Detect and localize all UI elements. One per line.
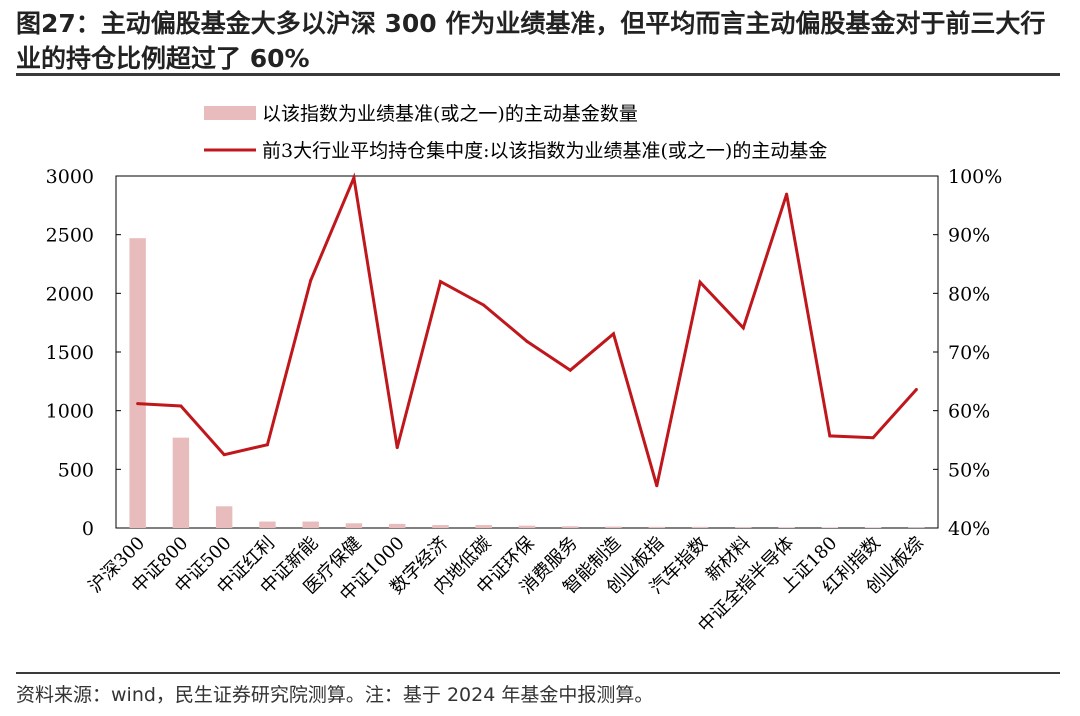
line-point (309, 278, 313, 282)
right-axis-tick-label: 60% (948, 401, 990, 423)
legend-bar-swatch (204, 106, 256, 120)
legend-bar-label: 以该指数为业绩基准(或之一)的主动基金数量 (262, 103, 638, 125)
legend-line-label: 前3大行业平均持仓集中度:以该指数为业绩基准(或之一)的主动基金 (262, 140, 827, 162)
bar (345, 523, 363, 528)
bar (518, 525, 536, 528)
line-point (525, 339, 529, 343)
right-axis-tick-label: 40% (948, 518, 990, 540)
line-point (265, 443, 269, 447)
chart-title: 图27：主动偏股基金大多以沪深 300 作为业绩基准，但平均而言主动偏股基金对于… (16, 9, 1046, 73)
line-point (136, 402, 140, 406)
right-axis-tick-label: 50% (948, 459, 990, 481)
right-axis-tick-label: 80% (948, 283, 990, 305)
bar (215, 506, 233, 528)
line-point (828, 434, 832, 438)
bar (605, 526, 622, 528)
line-point (222, 453, 226, 457)
source-divider (16, 672, 1060, 674)
bar (172, 437, 190, 528)
bar (735, 527, 752, 528)
bar (129, 238, 146, 529)
bar (259, 521, 276, 528)
left-axis-tick-label: 500 (58, 459, 94, 481)
bar (648, 526, 666, 528)
line-point (352, 176, 356, 180)
line-point (395, 446, 399, 450)
bar (432, 525, 449, 528)
title-divider (16, 73, 1060, 76)
line-series (137, 172, 918, 487)
source-note: 资料来源：wind，民生证券研究院测算。注：基于 2024 年基金中报测算。 (16, 684, 654, 706)
bar (388, 523, 406, 528)
line-point (438, 280, 442, 284)
left-axis-tick-label: 2000 (46, 283, 94, 305)
left-axis-tick-label: 1000 (46, 401, 94, 423)
line-point (655, 484, 659, 488)
left-axis-tick-label: 3000 (46, 166, 94, 188)
left-axis-tick-label: 0 (82, 518, 94, 540)
legend: 以该指数为业绩基准(或之一)的主动基金数量前3大行业平均持仓集中度:以该指数为业… (204, 103, 827, 162)
right-axis-tick-label: 100% (948, 166, 1002, 188)
line-point (612, 332, 616, 336)
line-point (482, 303, 486, 307)
bar (821, 527, 839, 528)
right-axis-tick-label: 70% (948, 342, 990, 364)
bar (302, 521, 319, 528)
line-point (914, 388, 918, 392)
right-axis-tick-label: 90% (948, 225, 990, 247)
line-point (568, 368, 572, 372)
line-point (741, 326, 745, 330)
left-axis-tick-label: 1500 (46, 342, 94, 364)
bar (691, 526, 709, 528)
line-point (179, 404, 183, 408)
bar (562, 526, 579, 528)
left-axis-tick-label: 2500 (46, 225, 94, 247)
bar (475, 525, 492, 528)
bar (778, 527, 795, 528)
line-point (785, 192, 789, 196)
line-point (871, 436, 875, 440)
line-point (698, 280, 702, 284)
